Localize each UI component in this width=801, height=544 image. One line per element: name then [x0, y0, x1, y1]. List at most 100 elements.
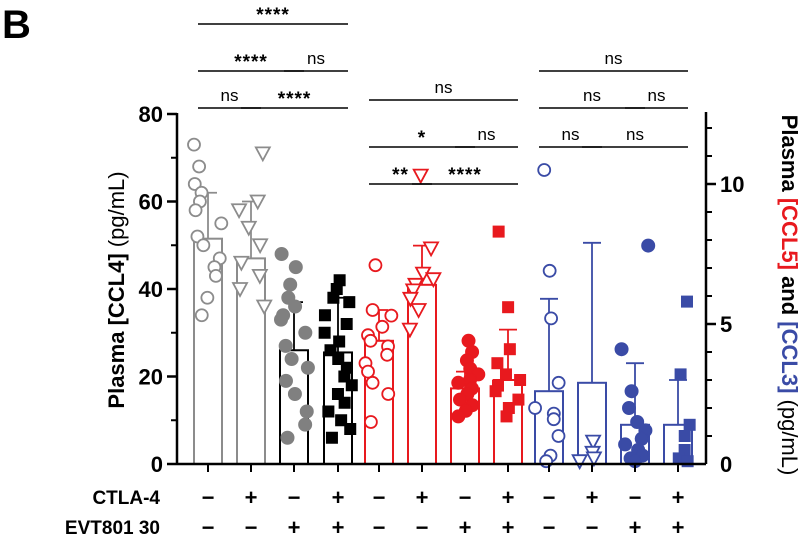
data-point — [404, 283, 422, 300]
data-point — [283, 277, 298, 292]
data-point — [681, 455, 694, 468]
significance-label: ns — [626, 125, 644, 144]
data-point — [200, 290, 215, 305]
left-axis-title-part: (pg/mL) — [104, 171, 129, 253]
data-point — [322, 405, 335, 418]
data-point — [255, 299, 273, 316]
significance-label: ** — [392, 165, 409, 186]
condition-sign: + — [459, 515, 472, 540]
data-point — [514, 374, 527, 386]
data-point — [344, 423, 357, 435]
data-point — [249, 194, 267, 211]
data-point — [502, 301, 515, 314]
condition-table: CTLA-4 − + − + − + − + − + − + EVT801 30 − − + + − − + + − − + + — [65, 485, 685, 540]
significance-label: ns — [307, 49, 325, 68]
significance-label: **** — [234, 52, 268, 73]
condition-sign: − — [373, 515, 386, 540]
condition-sign: + — [502, 485, 515, 510]
data-point — [502, 402, 515, 414]
data-point — [340, 318, 353, 330]
right-axis-tick-label: 0 — [720, 452, 732, 477]
data-point — [401, 322, 419, 339]
left-axis-tick-label: 20 — [139, 365, 163, 390]
data-point — [194, 308, 209, 323]
condition-sign: + — [586, 485, 599, 510]
condition-sign: − — [459, 485, 472, 510]
data-point — [453, 392, 468, 407]
data-point — [412, 168, 430, 185]
data-point — [287, 387, 302, 401]
significance-label: **** — [448, 165, 482, 186]
significance-label: ns — [605, 49, 623, 68]
data-point — [424, 272, 442, 289]
left-axis-tick-label: 60 — [139, 190, 163, 215]
right-axis-title-part: and — [777, 270, 801, 321]
condition-sign: + — [288, 515, 301, 540]
data-point — [537, 163, 552, 177]
data-point — [451, 409, 466, 424]
data-point — [542, 263, 557, 278]
condition-sign: + — [672, 485, 685, 510]
condition-sign: − — [373, 485, 386, 510]
condition-label: EVT801 30 — [65, 518, 160, 539]
data-point — [614, 342, 629, 357]
significance-label: ns — [478, 125, 496, 144]
data-point — [571, 454, 589, 471]
data-point — [528, 401, 542, 415]
significance-label: **** — [256, 5, 290, 26]
condition-sign: + — [332, 515, 345, 540]
points-layer — [187, 137, 696, 471]
condition-sign: − — [416, 515, 429, 540]
data-point — [680, 295, 693, 308]
data-point — [196, 238, 211, 253]
left-axis-title-part: [CCL4] — [104, 253, 129, 325]
data-point — [491, 357, 504, 370]
condition-sign: − — [202, 485, 215, 510]
significance-label: ns — [583, 86, 601, 105]
data-point — [630, 415, 645, 429]
data-point — [280, 430, 295, 445]
significance-label: ns — [435, 78, 453, 97]
data-point — [380, 347, 395, 362]
left-axis-tick-label: 0 — [151, 452, 163, 477]
significance-label: ns — [562, 125, 580, 144]
condition-sign: + — [416, 485, 429, 510]
data-point — [327, 291, 340, 304]
data-point — [214, 216, 229, 231]
data-point — [298, 417, 313, 432]
bars-layer — [193, 191, 693, 466]
data-point — [278, 373, 293, 388]
data-point — [410, 303, 428, 319]
data-point — [551, 375, 566, 390]
data-point — [544, 311, 558, 326]
data-point — [240, 220, 258, 237]
data-point — [381, 387, 396, 401]
data-point — [318, 326, 331, 339]
data-point — [674, 368, 687, 381]
data-point — [208, 268, 223, 283]
data-point — [492, 225, 505, 238]
left-axis-tick-label: 80 — [139, 102, 163, 127]
data-point — [683, 418, 696, 431]
right-axis-title: Plasma [CCL5] and [CCL3] (pg/mL) — [777, 115, 801, 476]
data-point — [368, 258, 383, 273]
significance-label: **** — [278, 89, 312, 110]
data-point — [678, 430, 691, 442]
data-point — [232, 255, 250, 272]
data-point — [384, 308, 399, 323]
right-axis-title-part: Plasma — [777, 115, 801, 198]
data-point — [254, 146, 272, 163]
data-point — [318, 309, 331, 322]
data-point — [363, 415, 378, 429]
condition-sign: − — [245, 515, 258, 540]
data-point — [288, 299, 303, 314]
left-axis-tick-label: 40 — [139, 277, 163, 302]
bar — [407, 283, 437, 465]
condition-sign: − — [543, 515, 556, 540]
data-point — [299, 404, 314, 419]
data-point — [274, 247, 289, 261]
right-axis-title-part: [CCL5] — [777, 198, 801, 270]
condition-sign: + — [629, 515, 642, 540]
